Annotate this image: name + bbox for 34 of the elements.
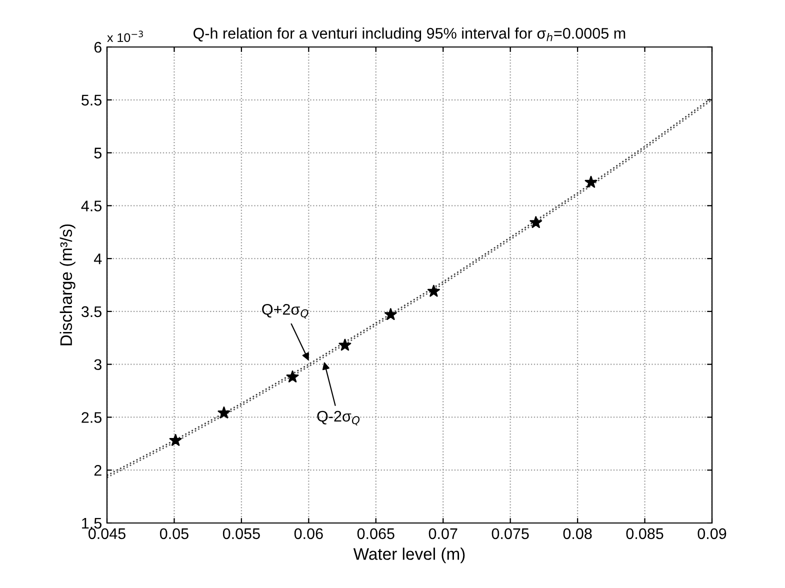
y-tick-label: 5.5 [82, 94, 102, 106]
x-tick-label: 0.065 [357, 528, 394, 540]
y-tick-label: 2.5 [82, 412, 102, 423]
annotation: Q+2σ$_{Q}$ [262, 304, 308, 319]
x-tick-label: 0.07 [428, 528, 458, 540]
x-tick-label: 0.055 [222, 528, 260, 540]
point [530, 216, 542, 228]
point [218, 406, 230, 418]
y-tick-label: 4.5 [81, 200, 102, 212]
point [384, 308, 397, 320]
point [584, 176, 598, 188]
x-tick-label: 0.06 [294, 528, 323, 540]
y-tick-label: 5 [94, 148, 102, 158]
point [169, 434, 182, 446]
y-tick-label: 4 [94, 254, 102, 264]
point [338, 338, 352, 351]
y-tick-label: 3 [94, 359, 102, 370]
text: x 10$^{−3}$ [107, 30, 143, 42]
chart-title: Q-h relation for a venturi including 95% interval for σ$_{h}$=0.0005 m [194, 28, 626, 42]
x-axis-title: Water level (m) [353, 548, 465, 564]
y-tick-label: 3.5 [81, 306, 102, 318]
x-tick-label: 0.045 [88, 528, 126, 540]
x-tick-label: 0.08 [563, 528, 592, 540]
point [427, 284, 440, 297]
x-tick-label: 0.085 [626, 528, 664, 540]
x-tick-label: 0.075 [492, 528, 529, 540]
x-tick-label: 0.05 [160, 528, 188, 540]
annotation: Q-2σ$_{Q}$ [317, 410, 360, 426]
y-axis-title: Discharge (m³/s) [60, 224, 76, 346]
y-tick-label: 1.5 [82, 518, 102, 529]
point [286, 370, 299, 382]
y-tick-label: 2 [94, 464, 102, 476]
y-tick-label: 6 [94, 42, 102, 53]
x-tick-label: 0.09 [698, 528, 726, 540]
